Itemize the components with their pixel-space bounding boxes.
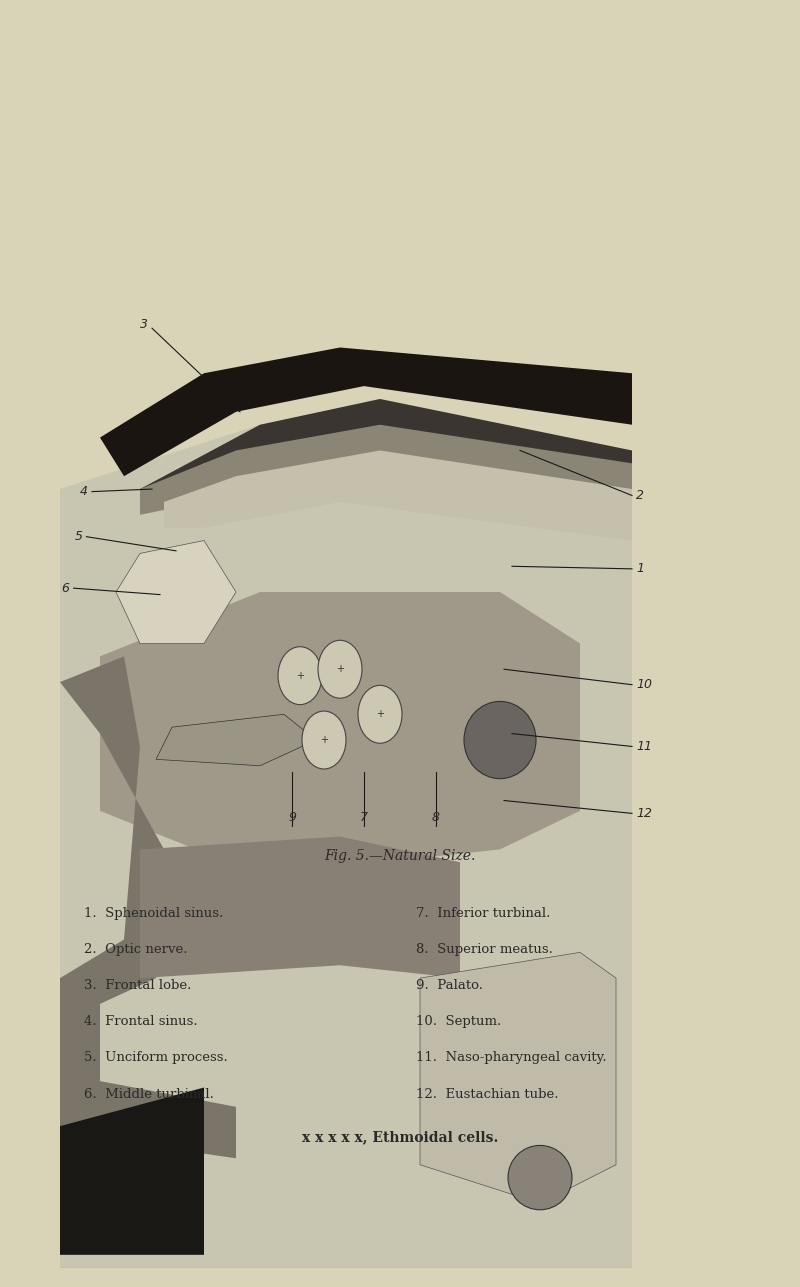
Ellipse shape [358, 686, 402, 744]
Text: 8.  Superior meatus.: 8. Superior meatus. [416, 943, 553, 956]
Text: 7.  Inferior turbinal.: 7. Inferior turbinal. [416, 907, 550, 920]
Text: 7: 7 [360, 811, 368, 824]
Polygon shape [116, 541, 236, 644]
Text: 4: 4 [80, 485, 88, 498]
Polygon shape [164, 450, 632, 541]
Text: 12: 12 [636, 807, 652, 820]
Text: 3: 3 [140, 318, 148, 331]
Text: 11: 11 [636, 740, 652, 753]
Text: 3.  Frontal lobe.: 3. Frontal lobe. [84, 979, 191, 992]
Text: 10.  Septum.: 10. Septum. [416, 1015, 502, 1028]
Text: 1: 1 [636, 562, 644, 575]
Polygon shape [156, 714, 316, 766]
Ellipse shape [464, 701, 536, 779]
Ellipse shape [508, 1145, 572, 1210]
Text: +: + [376, 709, 384, 719]
Text: 2.  Optic nerve.: 2. Optic nerve. [84, 943, 187, 956]
Text: +: + [336, 664, 344, 674]
Text: Fig. 5.—Natural Size.: Fig. 5.—Natural Size. [324, 849, 476, 864]
Ellipse shape [302, 712, 346, 770]
Ellipse shape [318, 641, 362, 698]
Bar [60, 489, 632, 1268]
Text: 8: 8 [432, 811, 440, 824]
Text: +: + [296, 671, 304, 681]
Polygon shape [140, 837, 460, 978]
Polygon shape [60, 1088, 204, 1255]
Text: 9: 9 [288, 811, 296, 824]
Text: 6.  Middle turbinal.: 6. Middle turbinal. [84, 1088, 214, 1100]
Text: 10: 10 [636, 678, 652, 691]
Polygon shape [100, 592, 580, 875]
Text: 6: 6 [62, 582, 70, 595]
Text: x x x x x, Ethmoidal cells.: x x x x x, Ethmoidal cells. [302, 1130, 498, 1144]
Polygon shape [140, 399, 632, 515]
Text: 12.  Eustachian tube.: 12. Eustachian tube. [416, 1088, 558, 1100]
Polygon shape [100, 347, 632, 476]
Text: 1.  Sphenoidal sinus.: 1. Sphenoidal sinus. [84, 907, 223, 920]
Polygon shape [60, 656, 236, 1158]
Ellipse shape [278, 647, 322, 705]
Text: 9.  Palato.: 9. Palato. [416, 979, 483, 992]
Polygon shape [420, 952, 616, 1203]
Polygon shape [60, 425, 632, 1268]
Text: 5: 5 [74, 530, 82, 543]
Text: 5.  Unciform process.: 5. Unciform process. [84, 1051, 228, 1064]
Polygon shape [140, 425, 632, 528]
Text: +: + [320, 735, 328, 745]
Text: 2: 2 [636, 489, 644, 502]
Text: 4.  Frontal sinus.: 4. Frontal sinus. [84, 1015, 198, 1028]
Text: 11.  Naso-pharyngeal cavity.: 11. Naso-pharyngeal cavity. [416, 1051, 606, 1064]
